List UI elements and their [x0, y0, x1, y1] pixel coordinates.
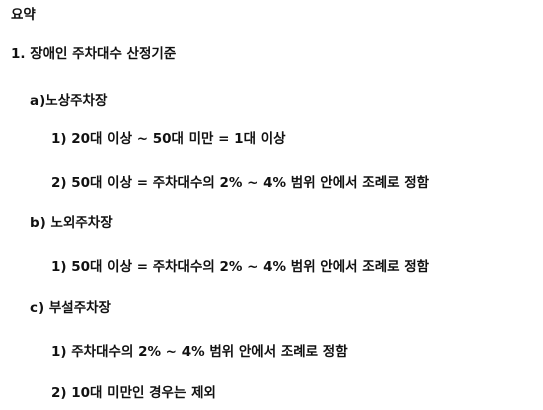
subsection-a-title: a)노상주차장 [30, 93, 108, 109]
subsection-b-item-1: 1) 50대 이상 = 주차대수의 2% ~ 4% 범위 안에서 조례로 정함 [51, 259, 430, 275]
subsection-c-item-2: 2) 10대 미만인 경우는 제외 [51, 385, 216, 401]
subsection-c-title: c) 부설주차장 [30, 300, 111, 316]
subsection-a-item-1: 1) 20대 이상 ~ 50대 미만 = 1대 이상 [51, 131, 286, 147]
summary-heading: 요약 [11, 7, 36, 23]
subsection-b-title: b) 노외주차장 [30, 215, 113, 231]
section-title: 1. 장애인 주차대수 산정기준 [11, 46, 177, 62]
subsection-a-item-2: 2) 50대 이상 = 주차대수의 2% ~ 4% 범위 안에서 조례로 정함 [51, 175, 430, 191]
subsection-c-item-1: 1) 주차대수의 2% ~ 4% 범위 안에서 조례로 정함 [51, 344, 348, 360]
